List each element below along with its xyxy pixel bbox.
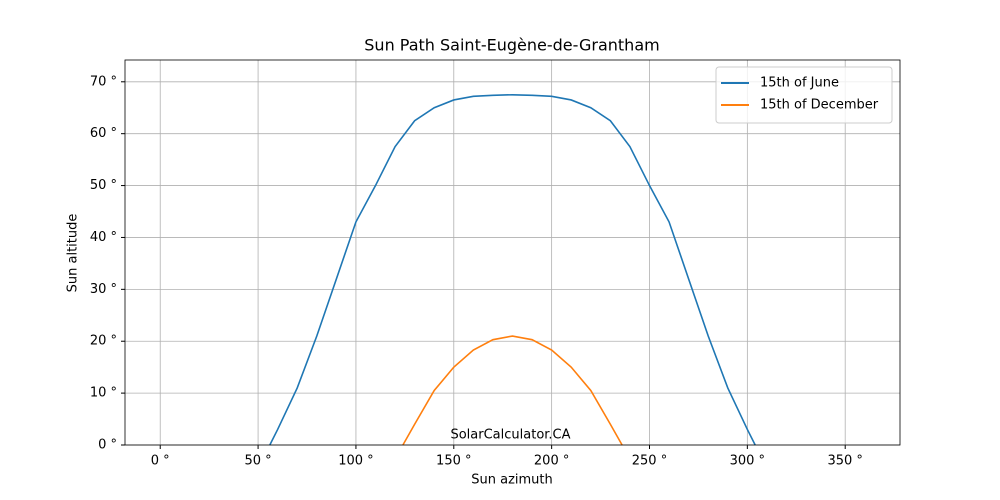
- y-tick-label: 40 °: [90, 230, 117, 245]
- series-line: [269, 93, 756, 446]
- plot-area: 0 ° 50 ° 100 ° 150 ° 200 ° 250 ° 300 ° 350 ° 0 °…: [90, 59, 901, 469]
- y-tick-label: 70 °: [90, 74, 117, 89]
- x-tick-label: 0 °: [151, 454, 170, 469]
- x-tick-label: 300 °: [730, 454, 765, 469]
- x-tick-label: 50 °: [244, 454, 271, 469]
- x-tick-label: 200 °: [534, 454, 569, 469]
- y-tick-label: 50 °: [90, 178, 117, 193]
- x-tick-label: 250 °: [632, 454, 667, 469]
- y-tick-label: 60 °: [90, 126, 117, 141]
- y-tick-label: 30 °: [90, 282, 117, 297]
- y-tick-label: 10 °: [90, 386, 117, 401]
- legend-label: 15th of June: [760, 76, 839, 91]
- series-line: [402, 335, 623, 446]
- legend-label: 15th of December: [760, 98, 879, 113]
- legend-box: [715, 66, 893, 124]
- y-tick-label: 0 °: [98, 438, 117, 453]
- axes-frame: [124, 59, 901, 446]
- x-tick-label: 150 °: [436, 454, 471, 469]
- legend: 15th of June 15th of December: [715, 66, 893, 124]
- chart-title: Sun Path Saint-Eugène-de-Grantham: [364, 36, 659, 55]
- y-tick-label: 20 °: [90, 334, 117, 349]
- annotation: SolarCalculator.CA: [450, 428, 570, 443]
- x-axis-label: Sun azimuth: [471, 473, 553, 488]
- x-tick-label: 350 °: [827, 454, 862, 469]
- y-axis-label: Sun altitude: [66, 214, 81, 293]
- x-tick-label: 100 °: [338, 454, 373, 469]
